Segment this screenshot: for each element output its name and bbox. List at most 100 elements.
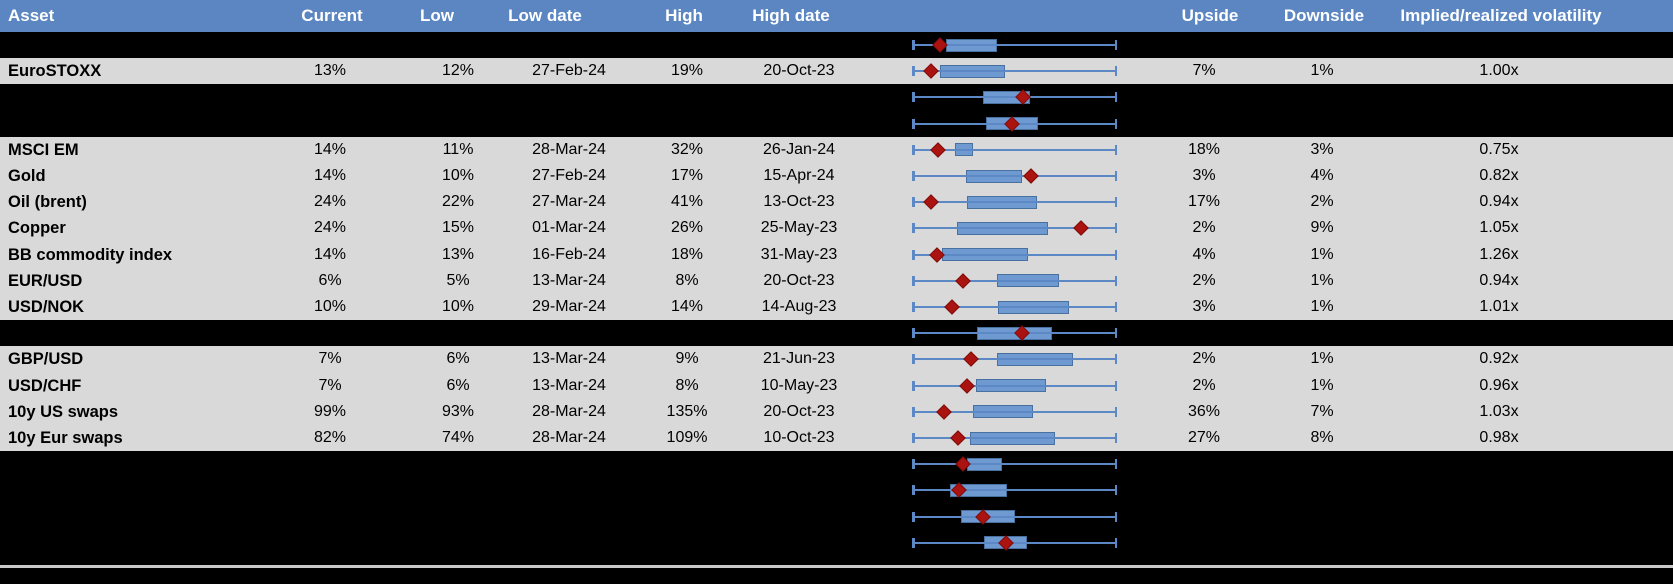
- range-boxplot: [912, 242, 1117, 268]
- chart-row: [0, 477, 1673, 504]
- whisker-line: [912, 44, 1117, 47]
- low-cell: 6%: [446, 376, 470, 394]
- low-date-cell: 27-Mar-24: [532, 193, 606, 211]
- range-boxplot: [912, 84, 1117, 110]
- low-cell: 10%: [441, 167, 475, 184]
- range-boxplot: [912, 530, 1117, 556]
- whisker-line: [912, 70, 1117, 73]
- column-header-asset: Asset: [8, 6, 55, 25]
- high-cell: 18%: [670, 245, 704, 263]
- upside-cell: 4%: [1192, 245, 1216, 263]
- ratio-cell: 1.03x: [1479, 402, 1519, 420]
- table-row: Copper 24% 15% 01-Mar-24 26% 25-May-23 2% 9% 1.0…: [0, 215, 1673, 242]
- whisker-line: [912, 306, 1117, 309]
- low-date-cell: 13-Mar-24: [532, 350, 606, 368]
- ratio-cell: 0.98x: [1479, 429, 1519, 446]
- current-cell: 24%: [313, 193, 347, 211]
- high-cell: 19%: [670, 62, 704, 80]
- high-cell: 135%: [666, 402, 708, 420]
- chart-row: [0, 84, 1673, 111]
- range-boxplot: [912, 163, 1117, 189]
- high-cell: 26%: [670, 219, 704, 237]
- downside-cell: 1%: [1310, 350, 1334, 368]
- high-cell: 32%: [670, 140, 704, 158]
- current-marker-diamond: [955, 273, 972, 289]
- range-boxplot: [912, 451, 1117, 477]
- range-boxplot: [912, 373, 1117, 399]
- current-marker-diamond: [950, 430, 967, 446]
- low-cell: 10%: [441, 298, 475, 315]
- chart-row: [0, 503, 1673, 530]
- whisker-line: [912, 148, 1117, 151]
- asset-cell: GBP/USD: [8, 350, 84, 369]
- high-cell: 8%: [675, 376, 699, 394]
- range-boxplot: [912, 58, 1117, 84]
- high-date-cell: 20-Oct-23: [763, 402, 835, 420]
- ratio-cell: 1.01x: [1479, 298, 1519, 315]
- current-marker-diamond: [929, 142, 946, 158]
- downside-cell: 1%: [1310, 271, 1334, 289]
- table-row: EUR/USD 6% 5% 13-Mar-24 8% 20-Oct-23 2% 1% 0.94x: [0, 267, 1673, 294]
- current-cell: 99%: [313, 402, 347, 420]
- low-cell: 5%: [446, 271, 470, 289]
- current-marker-diamond: [922, 194, 939, 211]
- low-cell: 13%: [441, 245, 475, 263]
- high-cell: 17%: [670, 167, 704, 184]
- low-date-cell: 01-Mar-24: [532, 219, 606, 237]
- range-boxplot: [912, 111, 1117, 137]
- column-header-upside: Upside: [1181, 6, 1239, 25]
- table-row: 10y Eur swaps 82% 74% 28-Mar-24 109% 10-Oct-2…: [0, 425, 1673, 452]
- downside-cell: 1%: [1310, 62, 1334, 80]
- low-date-cell: 27-Feb-24: [532, 167, 606, 184]
- whisker-line: [912, 515, 1117, 518]
- current-marker-diamond: [958, 377, 975, 394]
- low-date-cell: 13-Mar-24: [532, 271, 606, 289]
- ratio-cell: 0.75x: [1479, 140, 1519, 158]
- ratio-cell: 0.96x: [1479, 376, 1519, 394]
- whisker-line: [912, 175, 1117, 178]
- range-boxplot: [912, 346, 1117, 372]
- current-cell: 24%: [313, 219, 347, 237]
- current-cell: 14%: [313, 245, 347, 263]
- upside-cell: 17%: [1187, 193, 1221, 211]
- asset-cell: 10y US swaps: [8, 402, 119, 421]
- downside-cell: 7%: [1310, 402, 1334, 420]
- whisker-line: [912, 227, 1117, 230]
- chart-row: [0, 110, 1673, 137]
- asset-cell: EUR/USD: [8, 271, 83, 290]
- ratio-cell: 1.05x: [1479, 219, 1519, 237]
- downside-cell: 2%: [1310, 193, 1334, 211]
- table-row: Oil (brent) 24% 22% 27-Mar-24 41% 13-Oct-23 17…: [0, 189, 1673, 216]
- downside-cell: 1%: [1310, 376, 1334, 394]
- range-boxplot: [912, 215, 1117, 241]
- range-boxplot: [912, 268, 1117, 294]
- asset-cell: Gold: [8, 167, 46, 185]
- ratio-cell: 0.92x: [1479, 350, 1519, 368]
- table-row: 10y US swaps 99% 93% 28-Mar-24 135% 20-Oct-23…: [0, 398, 1673, 425]
- current-marker-diamond: [963, 351, 979, 368]
- range-boxplot: [912, 477, 1117, 503]
- range-boxplot: [912, 137, 1117, 163]
- upside-cell: 27%: [1187, 429, 1221, 446]
- upside-cell: 2%: [1192, 376, 1216, 394]
- upside-cell: 7%: [1192, 62, 1216, 80]
- low-date-cell: 28-Mar-24: [532, 140, 606, 158]
- current-cell: 82%: [313, 429, 347, 446]
- column-header-current: Current: [301, 6, 363, 25]
- column-header-implied-realized-volatility: Implied/realized volatility: [1400, 6, 1602, 25]
- high-date-cell: 26-Jan-24: [762, 140, 836, 158]
- high-date-cell: 31-May-23: [760, 245, 838, 263]
- whisker-line: [912, 410, 1117, 413]
- upside-cell: 2%: [1192, 271, 1216, 289]
- high-date-cell: 20-Oct-23: [763, 271, 835, 289]
- whisker-line: [912, 201, 1117, 204]
- range-boxplot: [912, 294, 1117, 320]
- low-cell: 12%: [441, 62, 475, 80]
- whisker-line: [912, 541, 1117, 544]
- low-cell: 93%: [441, 402, 475, 420]
- table-row: Gold 14% 10% 27-Feb-24 17% 15-Apr-24 3% 4% 0.82x: [0, 163, 1673, 190]
- upside-cell: 2%: [1192, 219, 1216, 237]
- high-date-cell: 10-Oct-23: [763, 429, 835, 446]
- low-cell: 11%: [442, 140, 474, 158]
- downside-cell: 4%: [1310, 167, 1334, 184]
